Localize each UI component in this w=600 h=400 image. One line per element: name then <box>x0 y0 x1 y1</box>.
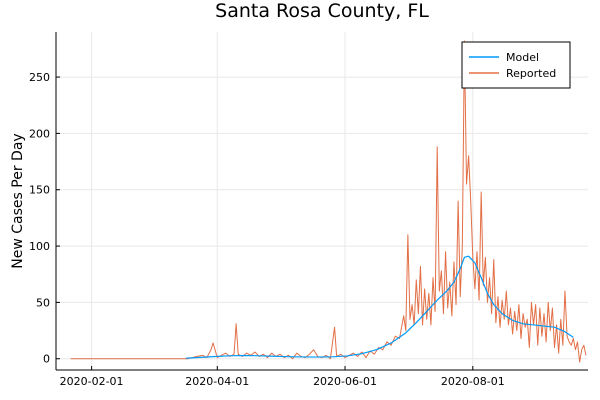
x-tick-label: 2020-02-01 <box>60 375 124 388</box>
y-tick-label: 150 <box>29 184 50 197</box>
x-tick-label: 2020-08-01 <box>441 375 505 388</box>
y-tick-label: 200 <box>29 127 50 140</box>
legend-label-reported: Reported <box>506 67 556 80</box>
legend-box <box>461 41 571 89</box>
y-axis-label: New Cases Per Day <box>10 133 26 268</box>
x-tick-label: 2020-04-01 <box>185 375 249 388</box>
grid-layer <box>56 32 588 370</box>
y-tick-label: 100 <box>29 240 50 253</box>
y-tick-label: 250 <box>29 71 50 84</box>
series-layer <box>70 40 587 363</box>
series-line-reported <box>70 40 587 363</box>
x-tick-label: 2020-06-01 <box>313 375 377 388</box>
axes-layer <box>55 32 588 371</box>
chart-title: Santa Rosa County, FL <box>215 0 429 22</box>
y-tick-label: 0 <box>43 353 50 366</box>
legend: Model Reported <box>461 41 571 89</box>
y-tick-label: 50 <box>36 296 50 309</box>
series-line-model <box>185 255 574 359</box>
legend-label-model: Model <box>506 51 539 64</box>
ticks-layer: 0 50 100 150 200 250 2020-02-01 2020-04-01 2020-… <box>29 71 505 388</box>
